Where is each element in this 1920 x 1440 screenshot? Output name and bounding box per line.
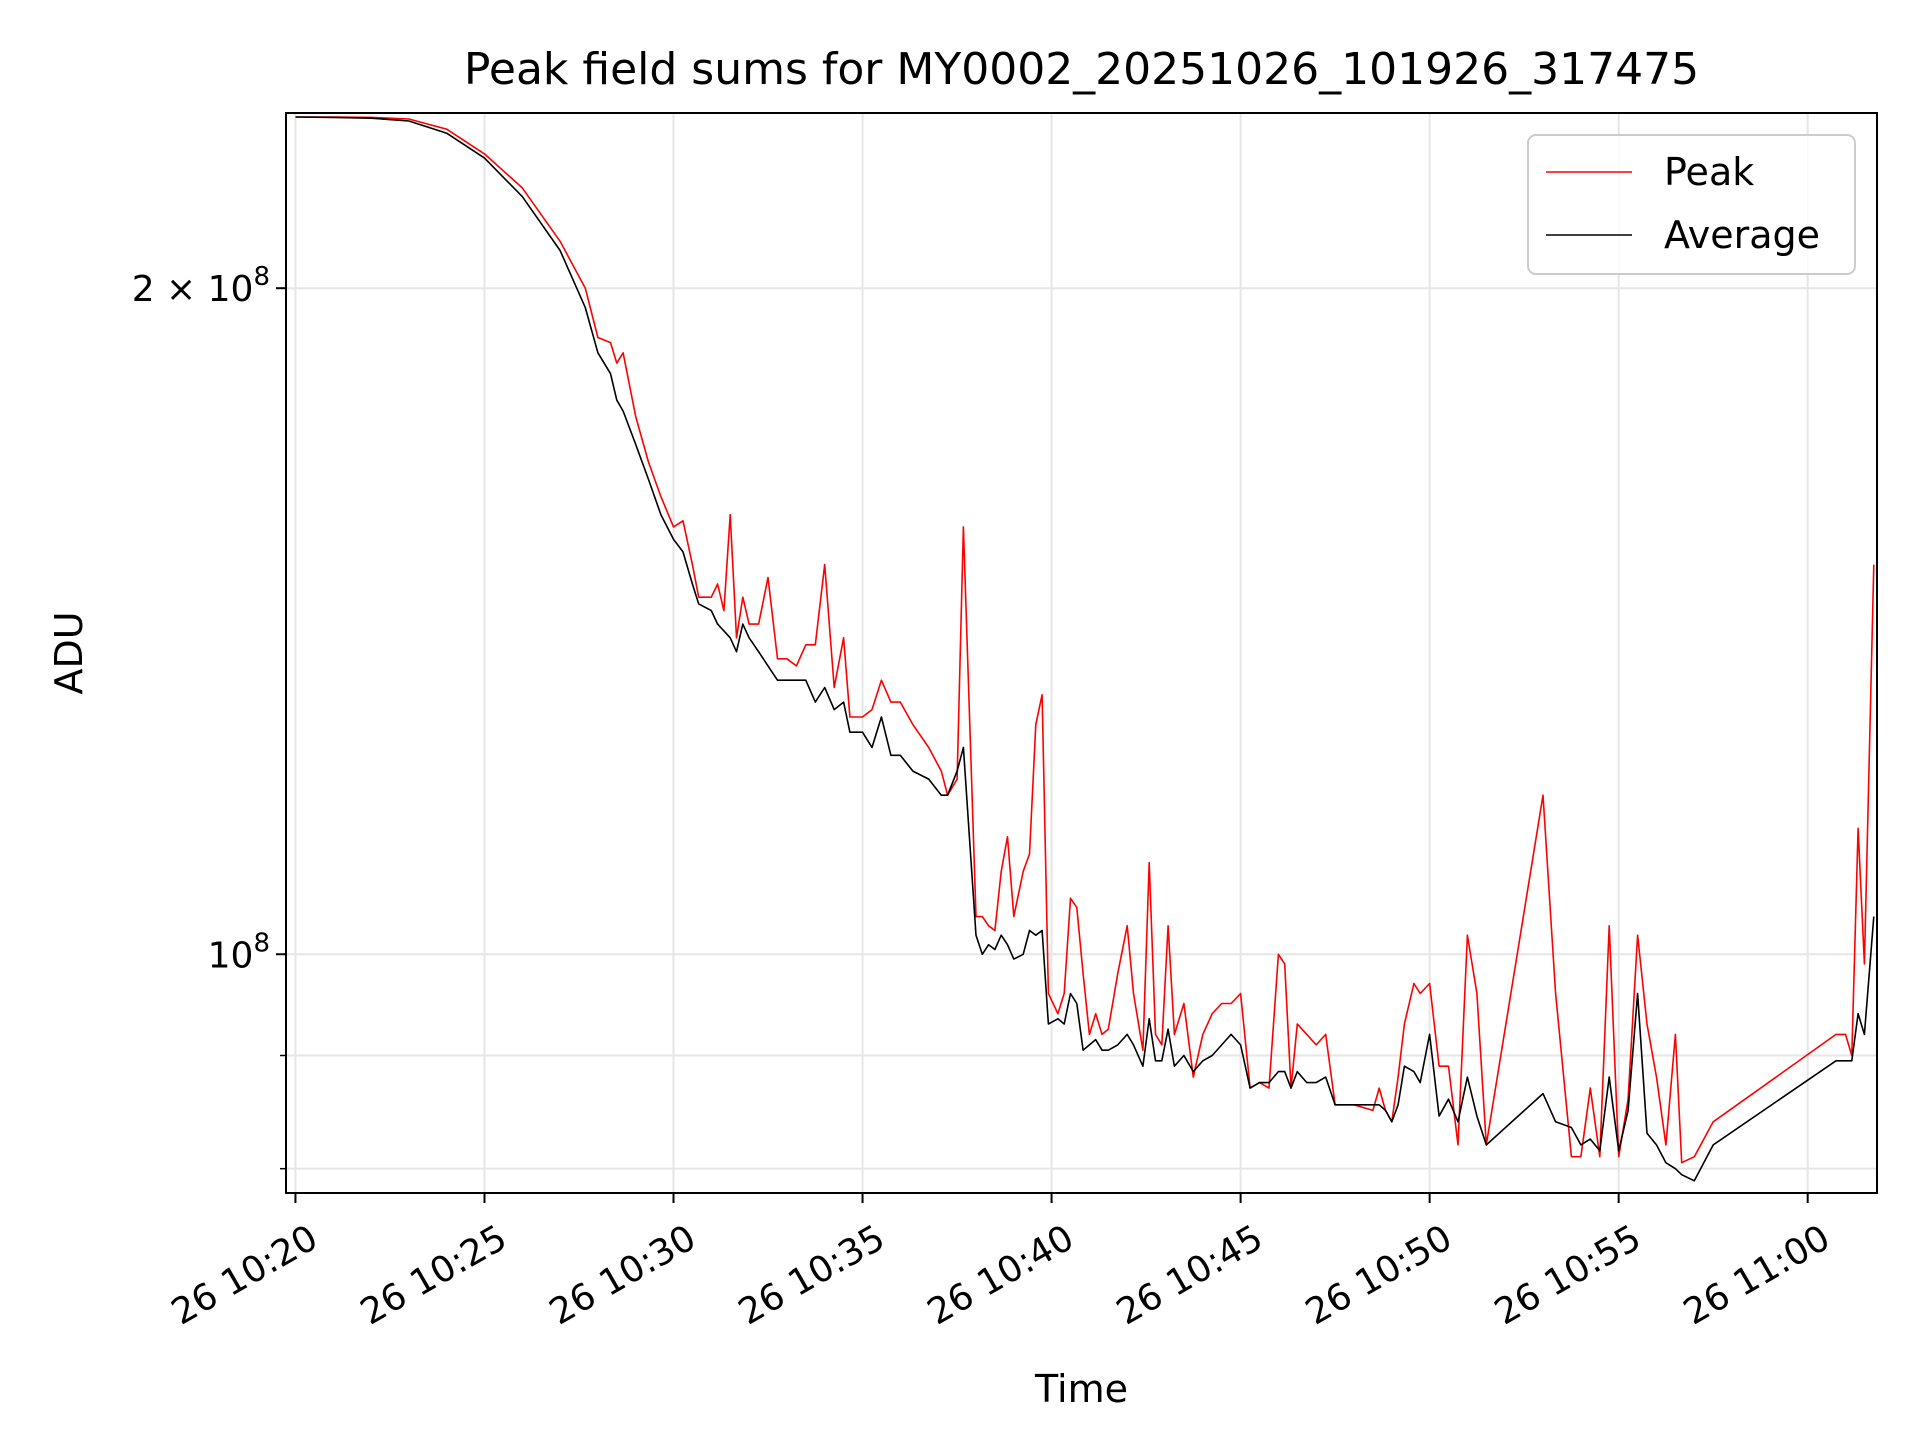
y-tick-label: 108	[208, 928, 270, 976]
y-tick-label-exponent: 8	[253, 928, 270, 958]
series-line-average	[295, 116, 1875, 1182]
plot-frame	[285, 112, 1878, 1194]
y-tick-label-base: 10	[208, 935, 254, 976]
chart-title: Peak field sums for MY0002_20251026_1019…	[464, 44, 1699, 95]
x-axis-label: Time	[1034, 1367, 1128, 1411]
y-tick-label-exponent: 8	[253, 262, 270, 292]
legend: Peak Average	[1527, 134, 1856, 275]
series-line-peak	[295, 116, 1875, 1164]
legend-label-peak: Peak	[1664, 150, 1754, 194]
legend-box	[1527, 134, 1856, 275]
y-tick-label: 2 × 108	[132, 262, 270, 310]
series-layer	[295, 116, 1875, 1182]
y-axis-label: ADU	[47, 611, 91, 694]
legend-label-average: Average	[1664, 213, 1820, 257]
y-tick-label-base: 2 × 10	[132, 269, 254, 310]
